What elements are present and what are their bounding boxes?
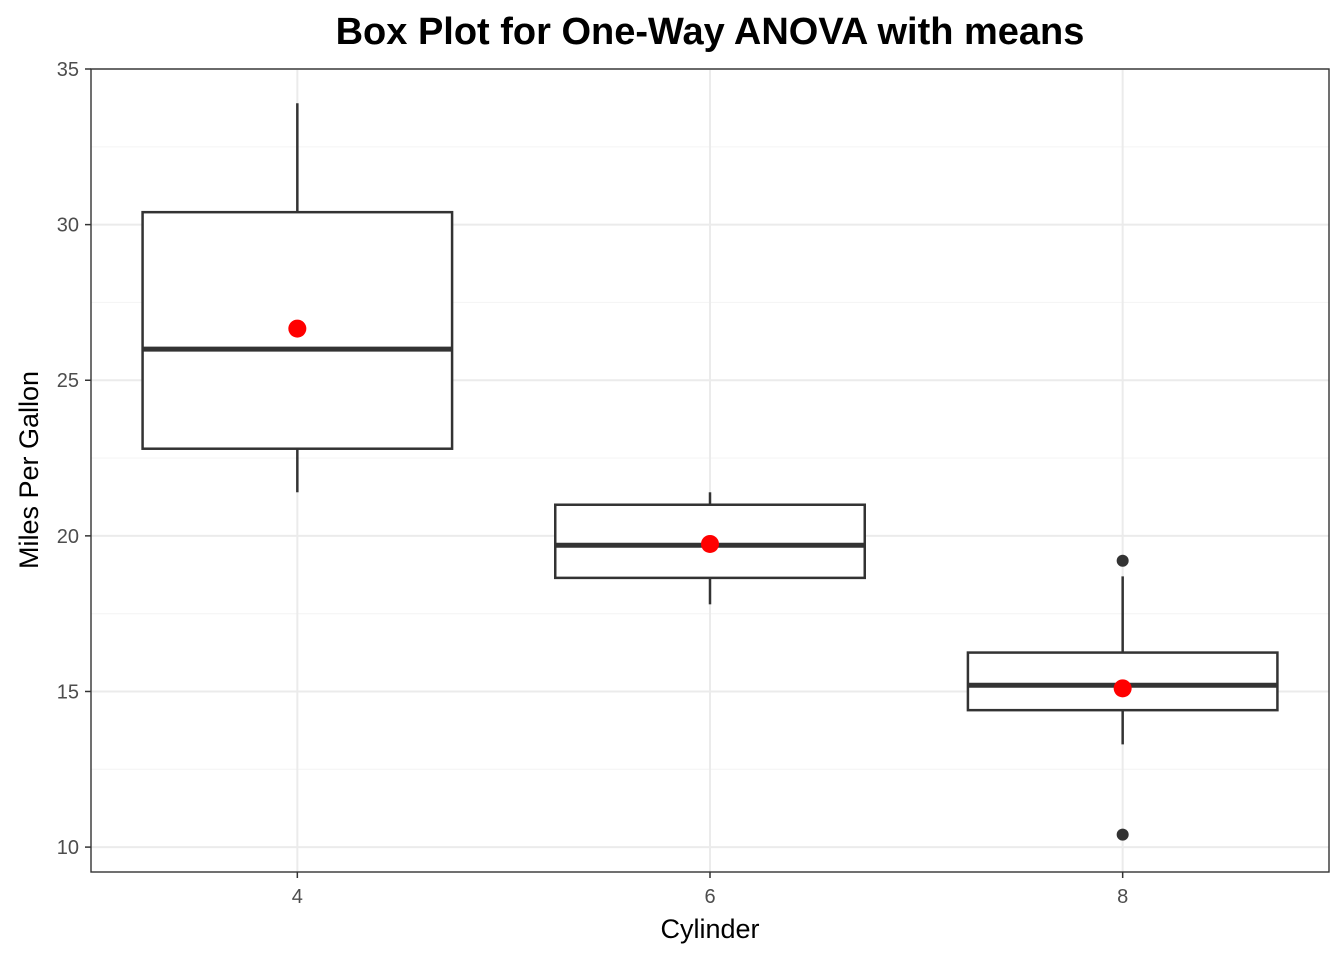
x-tick-label: 8 [1117,886,1128,908]
box-group-4 [141,103,454,493]
outlier-point [1116,828,1129,841]
mean-point [288,319,307,338]
box-group-6 [554,492,866,605]
y-axis-title: Miles Per Gallon [14,371,44,569]
x-tick-label: 4 [292,886,303,908]
y-axis: 10 15 20 25 30 35 [57,59,91,859]
chart-title: Box Plot for One-Way ANOVA with means [336,11,1085,53]
x-axis: 4 6 8 [292,872,1128,908]
y-tick-label: 25 [57,370,79,392]
mean-point [701,534,719,553]
y-tick-label: 20 [57,526,79,548]
mean-point [1113,679,1132,698]
x-tick-label: 6 [704,886,715,908]
y-tick-label: 35 [57,59,79,81]
box-group-8 [966,554,1279,841]
y-tick-label: 30 [57,215,79,237]
y-tick-label: 15 [57,681,79,703]
box-plot-series [141,103,1279,841]
grid [91,68,1329,872]
y-tick-label: 10 [57,837,79,859]
outlier-point [1116,554,1129,567]
x-axis-title: Cylinder [660,914,759,944]
